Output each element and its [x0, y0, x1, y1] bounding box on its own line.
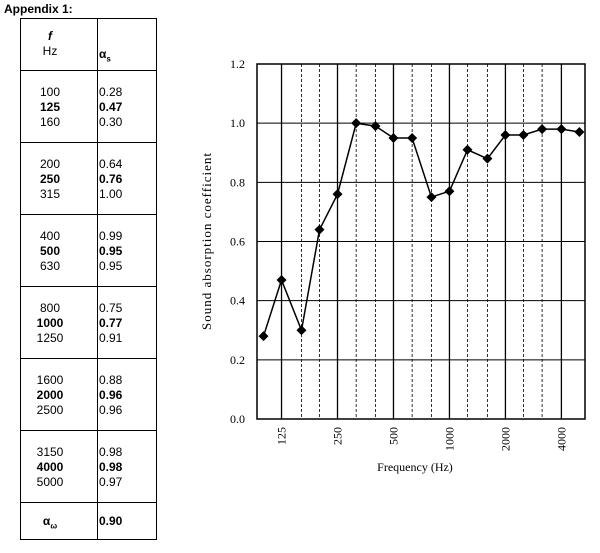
alpha-cell: 0.76 — [99, 172, 123, 186]
frequency-cell: 1250 — [36, 331, 64, 345]
data-point-marker — [314, 224, 325, 235]
x-tick-label: 2000 — [498, 427, 512, 451]
table-group: 100 0.28 125 0.47 160 0.30 — [21, 71, 156, 143]
frequency-cell: 500 — [39, 244, 61, 258]
alpha-cell: 0.95 — [99, 259, 123, 273]
series-markers — [258, 118, 585, 342]
series-line — [262, 122, 580, 337]
footer-alpha-symbol: α — [42, 514, 51, 528]
table-group: 1600 0.88 2000 0.96 2500 0.96 — [21, 359, 156, 431]
alpha-cell: 0.98 — [99, 460, 123, 474]
table-group: 3150 0.98 4000 0.98 5000 0.97 — [21, 431, 156, 503]
data-point-marker — [518, 130, 529, 140]
data-point-marker — [351, 118, 362, 129]
frequency-cell: 200 — [39, 157, 61, 171]
data-point-marker — [426, 192, 437, 203]
data-point-marker — [444, 186, 455, 197]
data-point-marker — [482, 153, 493, 164]
data-point-marker — [258, 331, 269, 342]
frequency-cell: 5000 — [36, 475, 64, 489]
alpha-cell: 0.99 — [99, 229, 123, 243]
alpha-cell: 0.91 — [99, 331, 123, 345]
alpha-cell: 0.96 — [99, 388, 123, 402]
frequency-cell: 800 — [39, 301, 61, 315]
y-tick-label: 1.0 — [230, 116, 245, 130]
x-tick-label: 4000 — [554, 427, 568, 451]
frequency-cell: 1600 — [36, 373, 64, 387]
y-axis-label: Sound absorption coefficient — [199, 152, 214, 330]
header-alpha-symbol: α — [99, 47, 107, 61]
header-alpha-subscript: s — [106, 54, 111, 64]
data-point-marker — [296, 325, 307, 336]
y-tick-label: 0.8 — [230, 175, 245, 189]
y-tick-label: 0.6 — [230, 235, 245, 249]
y-tick-labels: 0.0 0.2 0.4 0.6 0.8 1.0 1.2 — [230, 57, 245, 426]
x-tick-label: 1000 — [442, 427, 456, 451]
x-tick-label: 250 — [331, 427, 345, 445]
footer-label: αω — [21, 514, 79, 530]
frequency-cell: 4000 — [36, 460, 64, 474]
footer-value: 0.90 — [99, 514, 123, 528]
frequency-cell: 630 — [39, 259, 61, 273]
x-tick-label: 125 — [275, 427, 289, 445]
table-footer: αω 0.90 — [21, 503, 156, 541]
data-point-marker — [370, 121, 381, 132]
header-frequency-symbol: f — [48, 29, 52, 43]
alpha-cell: 0.96 — [99, 403, 123, 417]
y-tick-label: 1.2 — [230, 57, 245, 71]
header-frequency-unit: Hz — [42, 44, 58, 58]
x-tick-labels: 125 250 500 1000 2000 4000 — [275, 427, 569, 451]
alpha-cell: 1.00 — [99, 187, 123, 201]
data-point-marker — [407, 132, 418, 143]
frequency-cell: 2500 — [36, 403, 64, 417]
footer-alpha-subscript: ω — [50, 521, 58, 531]
data-point-marker — [462, 144, 473, 155]
x-axis-label: Frequency (Hz) — [377, 460, 453, 474]
y-tick-label: 0.2 — [230, 353, 245, 367]
data-point-marker — [388, 132, 399, 143]
data-point-marker — [276, 274, 287, 285]
alpha-cell: 0.77 — [99, 316, 123, 330]
header-alpha: αs — [99, 47, 139, 63]
alpha-cell: 0.75 — [99, 301, 123, 315]
absorption-chart: 0.0 0.2 0.4 0.6 0.8 1.0 1.2 125 250 500 1000 2000 4… — [199, 57, 586, 474]
frequency-cell: 3150 — [36, 445, 64, 459]
data-point-marker — [332, 189, 343, 200]
alpha-cell: 0.95 — [99, 244, 123, 258]
x-tick-label: 500 — [386, 427, 400, 445]
header-frequency: f Hz — [21, 29, 79, 59]
alpha-cell: 0.30 — [99, 115, 123, 129]
frequency-cell: 125 — [39, 100, 61, 114]
frequency-cell: 315 — [39, 187, 61, 201]
appendix-title: Appendix 1: — [4, 2, 73, 16]
alpha-cell: 0.97 — [99, 475, 123, 489]
data-point-marker — [500, 130, 511, 140]
chart-grid — [257, 64, 585, 419]
table-column-divider — [97, 19, 98, 539]
frequency-cell: 100 — [39, 85, 61, 99]
data-point-marker — [556, 124, 567, 135]
y-tick-label: 0.0 — [230, 412, 245, 426]
alpha-cell: 0.64 — [99, 157, 123, 171]
frequency-cell: 2000 — [36, 388, 64, 402]
frequency-cell: 250 — [39, 172, 61, 186]
data-point-marker — [537, 124, 548, 135]
alpha-cell: 0.47 — [99, 100, 123, 114]
table-group: 200 0.64 250 0.76 315 1.00 — [21, 143, 156, 215]
y-tick-label: 0.4 — [230, 294, 245, 308]
alpha-cell: 0.98 — [99, 445, 123, 459]
table-group: 400 0.99 500 0.95 630 0.95 — [21, 215, 156, 287]
absorption-table: f Hz αs 100 0.28 125 0.47 160 0.30 200 0.64 250 0… — [20, 18, 157, 540]
frequency-cell: 1000 — [36, 316, 64, 330]
table-group: 800 0.75 1000 0.77 1250 0.91 — [21, 287, 156, 359]
alpha-cell: 0.28 — [99, 85, 123, 99]
data-point-marker — [574, 127, 585, 138]
table-header: f Hz αs — [21, 19, 156, 71]
plot-frame — [256, 63, 586, 420]
frequency-cell: 160 — [39, 115, 61, 129]
frequency-cell: 400 — [39, 229, 61, 243]
alpha-cell: 0.88 — [99, 373, 123, 387]
